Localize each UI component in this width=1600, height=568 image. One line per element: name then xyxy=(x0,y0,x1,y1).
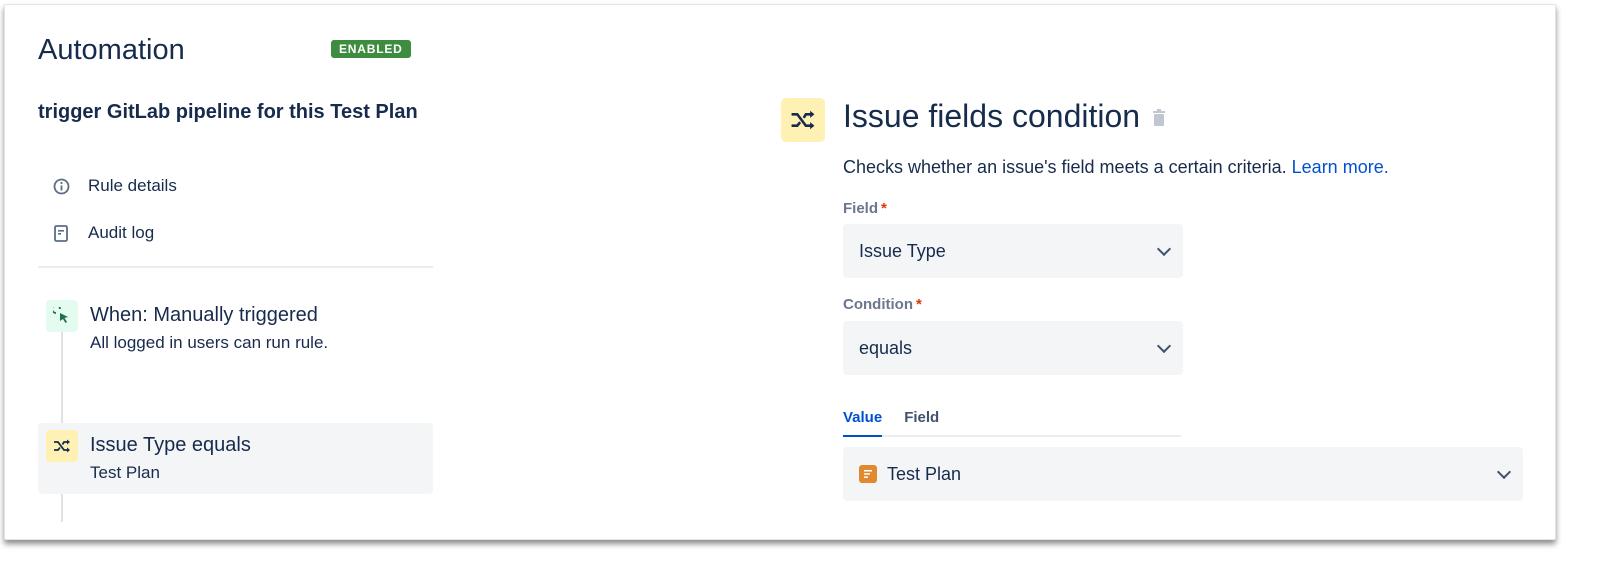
nav-label: Rule details xyxy=(88,176,177,195)
value-tabs: Value Field xyxy=(843,407,1181,437)
shuffle-icon xyxy=(781,98,825,142)
chevron-down-icon xyxy=(1156,241,1172,256)
step-subtitle: All logged in users can run rule. xyxy=(90,333,329,352)
value-select[interactable]: Test Plan xyxy=(843,447,1523,501)
chevron-down-icon xyxy=(1496,464,1512,479)
nav-label: Audit log xyxy=(88,223,155,242)
condition-label-text: Condition xyxy=(843,296,913,313)
step-title: Issue Type equals xyxy=(90,434,251,456)
condition-select[interactable]: equals xyxy=(843,321,1183,375)
info-icon xyxy=(52,177,70,195)
field-label-text: Field xyxy=(843,200,879,217)
chevron-down-icon xyxy=(1156,338,1172,353)
test-plan-issue-type-icon xyxy=(859,465,877,483)
condition-label: Condition * xyxy=(843,296,922,313)
field-select[interactable]: Issue Type xyxy=(843,224,1183,278)
field-select-value: Issue Type xyxy=(859,240,946,261)
cursor-click-icon xyxy=(46,300,78,332)
panel-description: Checks whether an issue's field meets a … xyxy=(843,157,1389,178)
step-title: When: Manually triggered xyxy=(90,304,318,326)
required-marker: * xyxy=(915,296,922,313)
learn-more-link[interactable]: Learn more. xyxy=(1291,157,1389,177)
divider xyxy=(38,266,433,268)
nav-audit-log[interactable]: Audit log xyxy=(52,223,154,243)
panel-title: Issue fields condition xyxy=(843,98,1141,134)
step-condition-selected[interactable] xyxy=(38,423,433,494)
status-badge: ENABLED xyxy=(331,40,411,58)
field-label: Field * xyxy=(843,200,887,217)
value-select-value: Test Plan xyxy=(887,463,962,484)
description-text: Checks whether an issue's field meets a … xyxy=(843,157,1287,177)
rule-name: trigger GitLab pipeline for this Test Pl… xyxy=(38,101,418,123)
condition-select-value: equals xyxy=(859,337,913,358)
page-title: Automation xyxy=(38,34,185,66)
shuffle-icon xyxy=(46,430,78,462)
panel-header: Issue fields condition xyxy=(843,98,1166,135)
nav-rule-details[interactable]: Rule details xyxy=(52,176,177,196)
tab-value[interactable]: Value xyxy=(843,407,883,437)
required-marker: * xyxy=(881,200,887,217)
step-subtitle: Test Plan xyxy=(90,463,160,482)
trash-icon[interactable] xyxy=(1152,98,1166,135)
document-icon xyxy=(52,224,70,242)
steps-connector xyxy=(61,320,63,522)
step-trigger[interactable]: When: Manually triggered All logged in u… xyxy=(46,300,328,353)
tab-field[interactable]: Field xyxy=(904,409,940,426)
step-condition[interactable]: Issue Type equals Test Plan xyxy=(46,430,251,483)
